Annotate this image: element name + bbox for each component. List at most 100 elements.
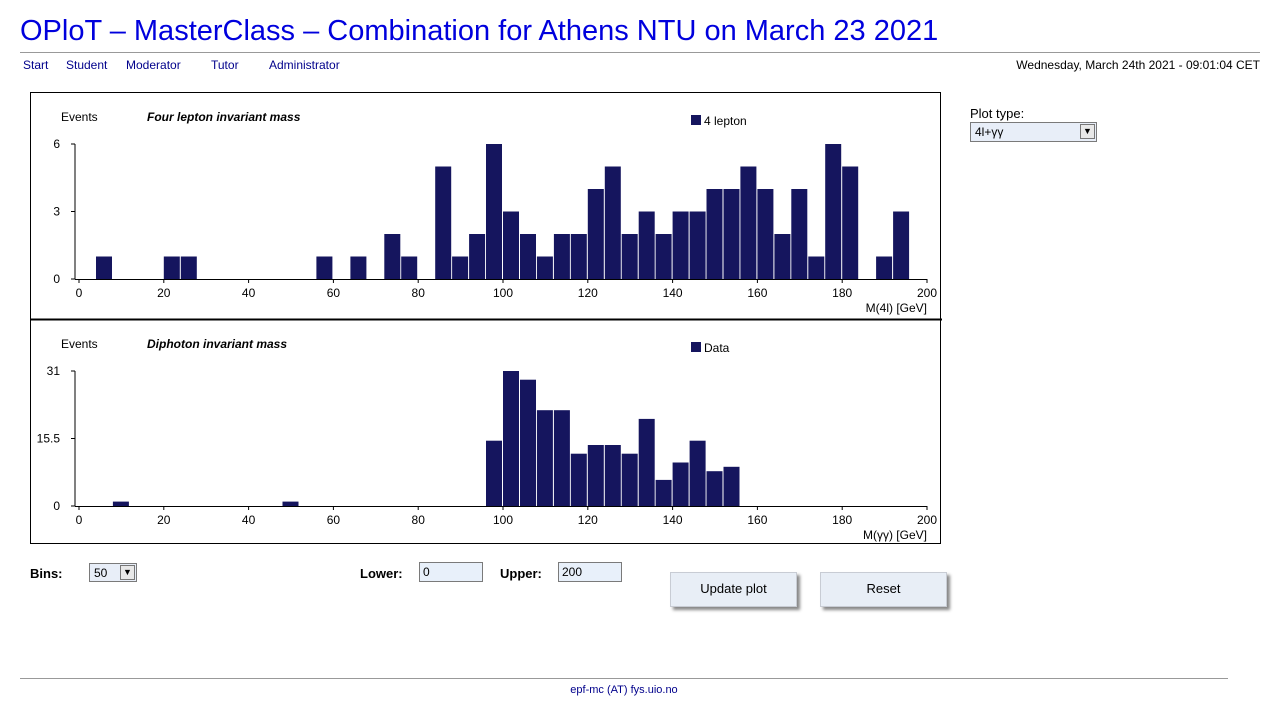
footer-divider [20,678,1228,679]
nav-administrator[interactable]: Administrator [269,58,340,72]
lower-input[interactable]: 0 [419,562,483,582]
chart-title: Diphoton invariant mass [147,337,287,351]
legend-label: Data [704,341,730,355]
x-tick-label: 140 [663,513,683,527]
histogram-bar [689,211,706,279]
x-tick-label: 140 [663,286,683,300]
bins-value: 50 [94,566,108,580]
x-tick-label: 100 [493,286,513,300]
lower-label: Lower: [360,566,403,581]
y-axis-label: Events [61,110,98,124]
x-tick-label: 20 [157,286,171,300]
histogram-bar [740,166,757,279]
histogram-bar [536,410,553,506]
histogram-bar [638,211,655,279]
nav-tutor[interactable]: Tutor [211,58,239,72]
x-tick-label: 160 [747,513,767,527]
main-nav: Start Student Moderator Tutor Administra… [0,58,400,74]
plot-type-select[interactable]: 4l+γγ ▼ [970,122,1097,142]
x-tick-label: 120 [578,513,598,527]
x-tick-label: 0 [76,286,83,300]
histogram-bar [774,234,791,279]
current-datetime: Wednesday, March 24th 2021 - 09:01:04 CE… [1016,58,1260,72]
histogram-bar [503,211,519,279]
histogram-bar [520,234,536,279]
x-tick-label: 80 [412,286,426,300]
x-tick-label: 40 [242,513,256,527]
histogram-bar [791,189,808,279]
legend-label: 4 lepton [704,114,747,128]
nav-student[interactable]: Student [66,58,108,72]
x-tick-label: 200 [917,286,937,300]
y-tick-label: 0 [53,499,60,513]
histogram-bar [486,440,502,506]
plot-type-label: Plot type: [970,106,1025,121]
histogram-bar [655,234,672,279]
histogram-bar [757,189,774,279]
histogram-bar [553,234,570,279]
histogram-bar [672,462,689,506]
y-tick-label: 15.5 [37,432,61,446]
histogram-bar [723,466,740,506]
histogram-bar [808,256,825,279]
histogram-bar [842,166,859,279]
histogram-bar [621,234,638,279]
reset-button[interactable]: Reset [820,572,947,607]
x-tick-label: 60 [327,286,341,300]
chart-title: Four lepton invariant mass [147,110,301,124]
update-plot-button[interactable]: Update plot [670,572,797,607]
histogram-bar [469,234,486,279]
nav-start[interactable]: Start [23,58,49,72]
y-tick-label: 6 [53,137,60,151]
histogram-bar [553,410,570,506]
histogram-bar [621,453,638,506]
upper-input[interactable]: 200 [558,562,622,582]
histogram-bar [350,256,367,279]
histogram-bar [163,256,180,279]
histogram-bar [282,501,299,506]
histogram-bar [520,379,536,506]
x-tick-label: 180 [832,286,852,300]
histogram-bar [825,144,842,279]
y-tick-label: 3 [53,205,60,219]
chevron-down-icon[interactable]: ▼ [120,565,135,580]
nav-moderator[interactable]: Moderator [126,58,181,72]
x-tick-label: 180 [832,513,852,527]
histogram-bar [570,453,587,506]
footer-contact: epf-mc (AT) fys.uio.no [570,684,678,696]
histogram-bar [112,501,129,506]
histogram-bar [689,440,706,506]
y-tick-label: 31 [47,364,61,378]
histogram-bar [706,471,723,506]
histogram-bar [893,211,910,279]
histogram-bar [655,479,672,506]
x-tick-label: 80 [412,513,426,527]
histogram-bar [587,189,604,279]
x-tick-label: 120 [578,286,598,300]
x-tick-label: 100 [493,513,513,527]
x-tick-label: 200 [917,513,937,527]
x-tick-label: 160 [747,286,767,300]
histogram-bar [180,256,197,279]
bins-select[interactable]: 50 ▼ [89,563,137,582]
histogram-bar [604,166,621,279]
histogram-bar [672,211,689,279]
charts-panel: Events Four lepton invariant mass 4 lepton… [30,92,942,544]
histogram-bar [486,144,502,279]
histogram-bar [536,256,553,279]
histogram-bar [96,256,112,279]
header-divider [20,52,1260,53]
y-tick-label: 0 [53,272,60,286]
x-tick-label: 40 [242,286,256,300]
x-tick-label: 20 [157,513,171,527]
x-axis-label: M(γγ) [GeV] [863,528,927,542]
chevron-down-icon[interactable]: ▼ [1080,124,1095,139]
x-tick-label: 0 [76,513,83,527]
histogram-bar [401,256,418,279]
histogram-bar [587,445,604,506]
histogram-bar [604,445,621,506]
histogram-bar [316,256,333,279]
histogram-bar [435,166,452,279]
upper-label: Upper: [500,566,542,581]
histogram-bar [384,234,401,279]
